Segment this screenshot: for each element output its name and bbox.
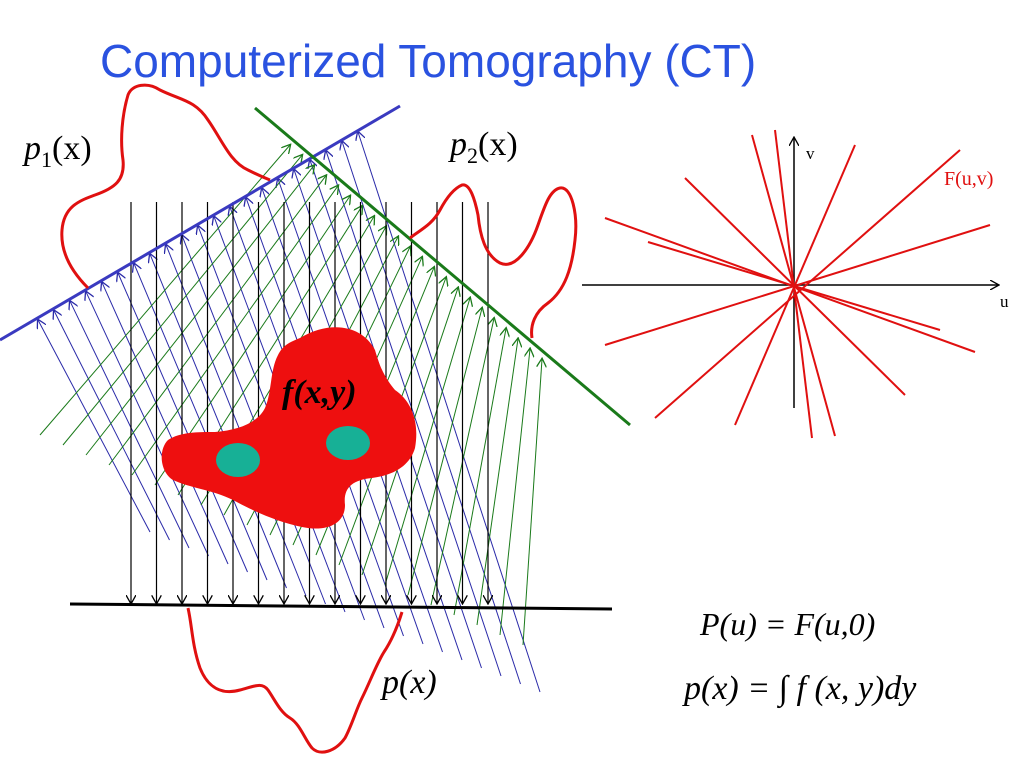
blue-ray xyxy=(342,141,521,685)
inclusion-left xyxy=(216,443,260,477)
green-ray xyxy=(85,165,314,456)
equation-slice-theorem: P(u) = F(u,0) xyxy=(700,606,876,642)
green-ray xyxy=(131,186,338,476)
blue-ray xyxy=(134,264,268,581)
label-p1-sub: 1 xyxy=(41,147,52,172)
blue-ray xyxy=(326,151,502,677)
label-axis-v: v xyxy=(806,144,815,163)
green-ray xyxy=(522,359,542,646)
blue-ray xyxy=(358,132,541,693)
blue-ray xyxy=(102,282,229,565)
label-p2-arg: (x) xyxy=(478,126,518,163)
blue-ray xyxy=(86,292,209,557)
profile-curve-p1 xyxy=(60,83,271,290)
blue-ray xyxy=(150,254,287,589)
profile-curve-p xyxy=(186,607,404,754)
label-p: p(x) xyxy=(382,664,437,701)
label-p2-base: p xyxy=(450,126,467,163)
green-ray xyxy=(39,145,290,436)
fourier-plane xyxy=(582,129,998,439)
label-object-f: f(x,y) xyxy=(282,374,357,411)
black-detector-line xyxy=(69,602,613,611)
profile-curve-p2 xyxy=(409,183,578,339)
label-p1: p1(x) xyxy=(24,130,92,173)
fourier-spoke xyxy=(654,149,961,419)
blue-ray xyxy=(166,245,307,597)
green-ray xyxy=(499,349,530,636)
green-ray xyxy=(407,308,482,596)
label-axis-u: u xyxy=(1000,292,1009,311)
vertical-rays xyxy=(131,202,488,603)
label-fourier: F(u,v) xyxy=(944,168,994,190)
fourier-spoke xyxy=(774,129,813,439)
green-ray xyxy=(476,339,518,626)
slide-title: Computerized Tomography (CT) xyxy=(100,35,757,87)
green-detector-line xyxy=(254,106,631,427)
fourier-spokes xyxy=(604,129,991,439)
fourier-spoke xyxy=(604,224,991,346)
object-blob xyxy=(161,327,417,529)
blue-ray xyxy=(54,311,170,541)
equation-projection: p(x) = ∫ f (x, y)dy xyxy=(684,670,917,707)
green-ray xyxy=(384,298,470,586)
label-p2: p2(x) xyxy=(450,126,518,169)
green-ray xyxy=(453,329,506,616)
blue-ray xyxy=(182,235,326,605)
green-ray xyxy=(108,176,326,466)
label-p1-base: p xyxy=(24,130,41,167)
blue-detector-line xyxy=(0,104,401,342)
inclusion-right xyxy=(326,426,370,460)
blue-ray xyxy=(70,301,190,549)
blue-ray xyxy=(118,273,248,573)
label-p2-sub: 2 xyxy=(467,143,478,168)
label-p1-arg: (x) xyxy=(52,130,92,167)
